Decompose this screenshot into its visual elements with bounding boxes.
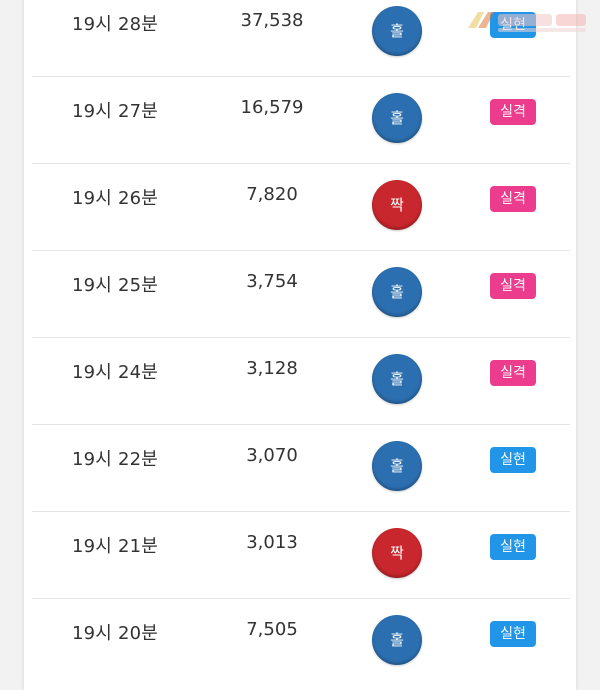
odd-ball: 홀 [372,267,422,317]
result-row: 19시 26분 7,820 짝 실격 [32,164,570,251]
result-count: 3,013 [246,532,298,553]
result-time: 19시 22분 [72,449,159,470]
result-count: 7,820 [246,184,298,205]
status-badge: 실격 [490,99,536,125]
result-time: 19시 21분 [72,536,159,557]
result-time: 19시 20분 [72,623,159,644]
odd-ball: 홀 [372,6,422,56]
even-ball: 짝 [372,180,422,230]
result-row: 19시 21분 3,013 짝 실현 [32,512,570,599]
result-count: 3,754 [246,271,298,292]
result-row: 19시 28분 37,538 홀 실현 [32,0,570,77]
result-count: 3,070 [246,445,298,466]
result-time: 19시 24분 [72,362,159,383]
odd-ball: 홀 [372,441,422,491]
status-badge: 실현 [490,12,536,38]
even-ball: 짝 [372,528,422,578]
results-panel: 19시 28분 37,538 홀 실현 19시 27분 16,579 홀 실격 19시 26분 7… [24,0,576,690]
status-badge: 실격 [490,273,536,299]
result-row: 19시 20분 7,505 홀 실현 [32,599,570,686]
odd-ball: 홀 [372,354,422,404]
result-time: 19시 25분 [72,275,159,296]
result-count: 3,128 [246,358,298,379]
result-time: 19시 27분 [72,101,159,122]
result-count: 16,579 [240,97,304,118]
result-count: 37,538 [240,10,304,31]
result-time: 19시 26분 [72,188,159,209]
result-row: 19시 25분 3,754 홀 실격 [32,251,570,338]
result-row: 19시 24분 3,128 홀 실격 [32,338,570,425]
result-row: 19시 27분 16,579 홀 실격 [32,77,570,164]
result-count: 7,505 [246,619,298,640]
odd-ball: 홀 [372,615,422,665]
status-badge: 실현 [490,447,536,473]
result-time: 19시 28분 [72,14,159,35]
status-badge: 실격 [490,186,536,212]
status-badge: 실격 [490,360,536,386]
odd-ball: 홀 [372,93,422,143]
status-badge: 실현 [490,534,536,560]
status-badge: 실현 [490,621,536,647]
result-row: 19시 22분 3,070 홀 실현 [32,425,570,512]
